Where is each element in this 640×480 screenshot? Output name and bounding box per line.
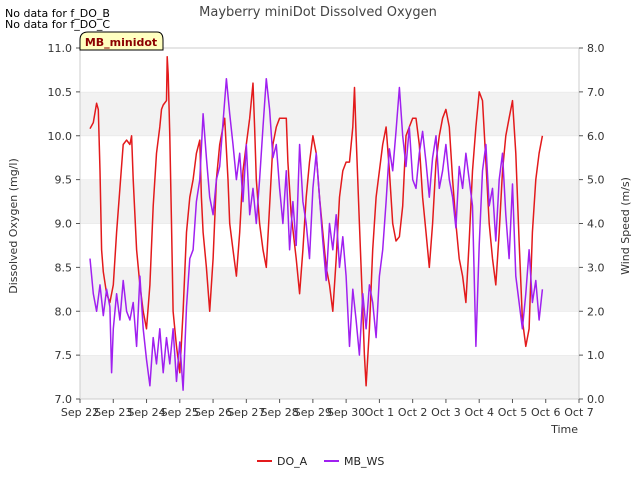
right-axis: 0.0 1.0 2.0 3.0 4.0 5.0 6.0 7.0 8.0 — [579, 42, 605, 406]
x-tick-label: Sep 27 — [227, 406, 265, 419]
y-tick-label-left: 9.0 — [55, 218, 73, 231]
y-tick-label-left: 7.0 — [55, 393, 73, 406]
y-tick-label-right: 8.0 — [587, 42, 605, 55]
grid-band — [80, 135, 579, 180]
series-line-do-a — [89, 56, 544, 387]
grid-band — [80, 179, 579, 224]
x-tick-label: Sep 22 — [61, 406, 99, 419]
x-tick-label: Sep 30 — [327, 406, 365, 419]
x-tick-label: Oct 2 — [398, 406, 428, 419]
no-data-note-1: No data for f_DO_B — [5, 7, 110, 20]
x-axis-label: Time — [550, 423, 578, 436]
site-label-box: MB_minidot — [79, 31, 164, 51]
grid-band — [80, 355, 579, 399]
x-tick-label: Sep 25 — [161, 406, 199, 419]
x-tick-label: Oct 4 — [464, 406, 494, 419]
grid-band — [80, 311, 579, 356]
y-tick-label-right: 4.0 — [587, 218, 605, 231]
series-layer — [89, 56, 544, 391]
y-tick-label-right: 5.0 — [587, 174, 605, 187]
series-line-mb-ws — [89, 77, 544, 391]
x-tick-label: Oct 6 — [531, 406, 561, 419]
x-tick-label: Oct 3 — [431, 406, 461, 419]
x-tick-label: Sep 23 — [94, 406, 132, 419]
y-tick-label-left: 7.5 — [55, 349, 73, 362]
y-tick-label-right: 3.0 — [587, 261, 605, 274]
y-tick-label-left: 8.5 — [55, 261, 73, 274]
x-tick-label: Oct 7 — [564, 406, 594, 419]
x-tick-label: Sep 29 — [294, 406, 332, 419]
y-tick-label-left: 11.0 — [48, 42, 73, 55]
y-tick-label-left: 10.0 — [48, 130, 73, 143]
x-tick-label: Sep 26 — [194, 406, 232, 419]
y-axis-label-right: Wind Speed (m/s) — [619, 177, 632, 275]
x-tick-label: Oct 5 — [498, 406, 528, 419]
site-label: MB_minidot — [85, 36, 157, 49]
left-axis: 7.0 7.5 8.0 8.5 9.0 9.5 10.0 10.5 11.0 — [48, 42, 80, 406]
x-tick-label: Oct 1 — [365, 406, 395, 419]
y-axis-label-left: Dissolved Oxygen (mg/l) — [7, 158, 20, 293]
y-tick-label-right: 1.0 — [587, 349, 605, 362]
legend-label: MB_WS — [344, 455, 384, 468]
legend: DO_A MB_WS — [257, 455, 384, 468]
y-tick-label-right: 2.0 — [587, 305, 605, 318]
chart-title: Mayberry miniDot Dissolved Oxygen — [199, 5, 437, 20]
y-tick-label-right: 7.0 — [587, 86, 605, 99]
no-data-note-2: No data for f_DO_C — [5, 18, 111, 31]
legend-label: DO_A — [277, 455, 308, 468]
y-tick-label-left: 8.0 — [55, 305, 73, 318]
y-tick-label-right: 6.0 — [587, 130, 605, 143]
y-tick-label-left: 9.5 — [55, 174, 73, 187]
grid-band — [80, 91, 579, 136]
x-tick-label: Sep 28 — [260, 406, 298, 419]
y-tick-label-right: 0.0 — [587, 393, 605, 406]
grid-band — [80, 48, 579, 92]
y-tick-label-left: 10.5 — [48, 86, 73, 99]
x-tick-label: Sep 24 — [127, 406, 165, 419]
